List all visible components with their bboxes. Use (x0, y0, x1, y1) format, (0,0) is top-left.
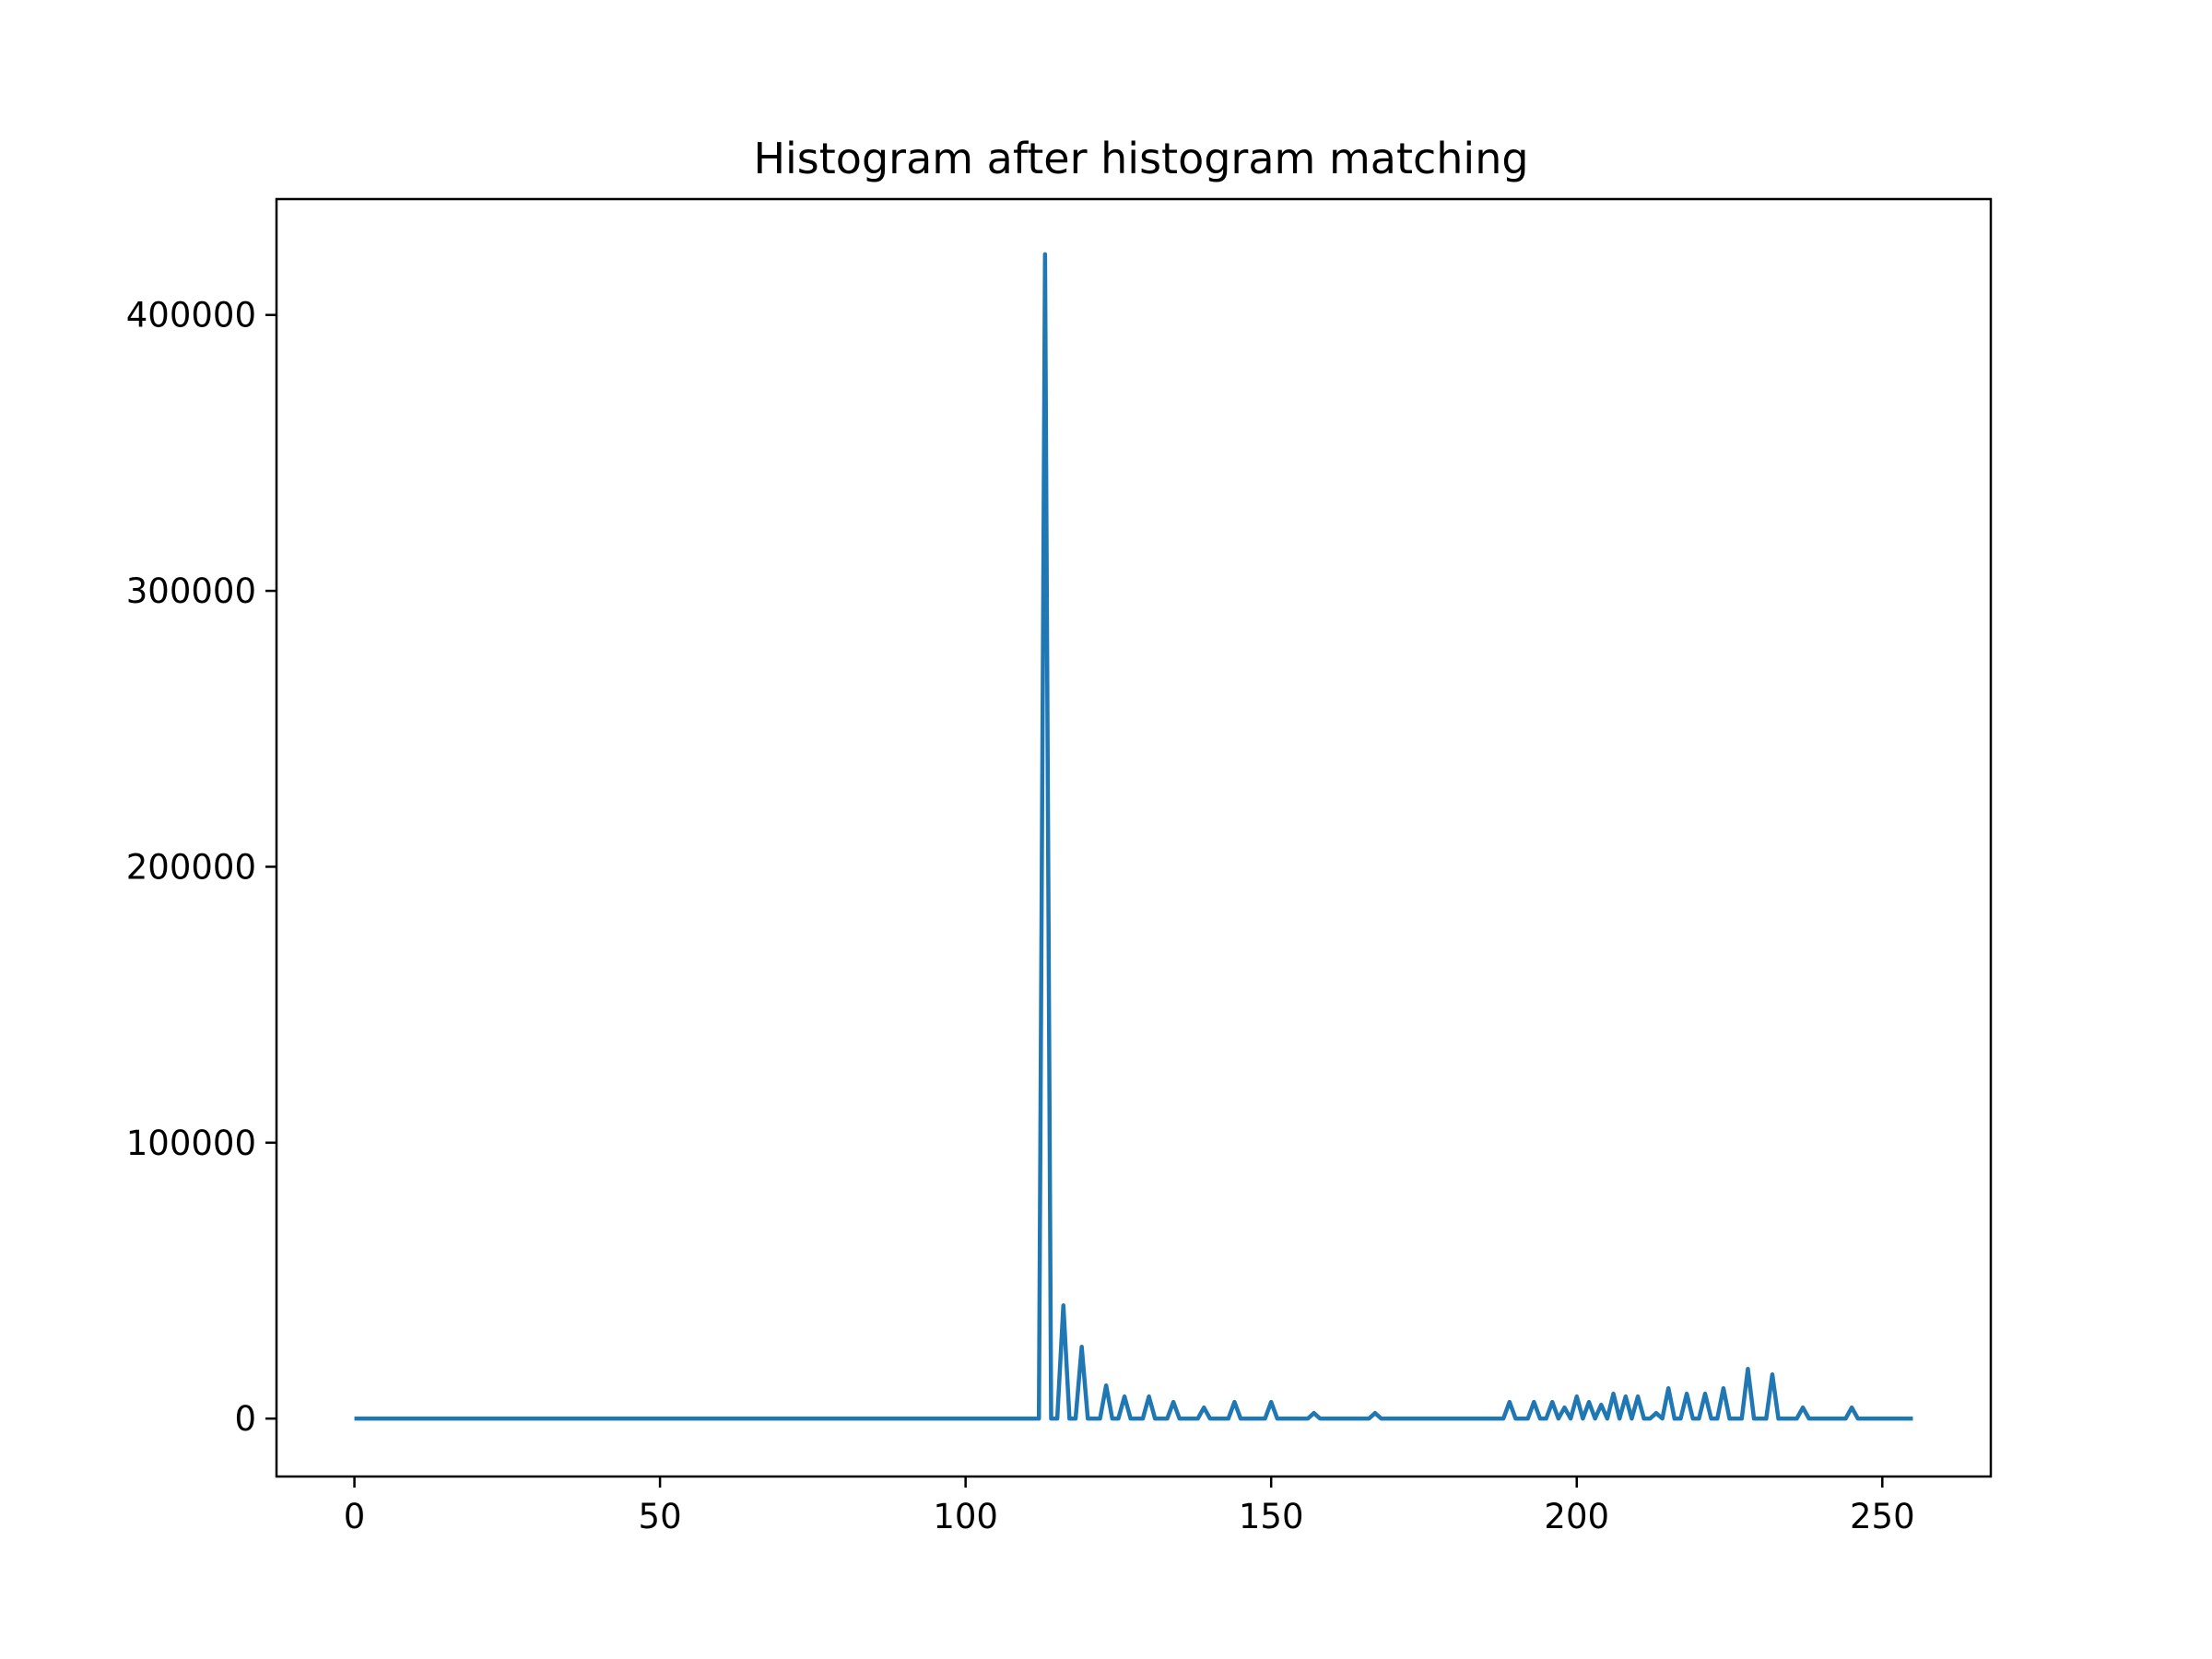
plot-series-group (354, 252, 1913, 1421)
plot-frame (275, 197, 1993, 1478)
x-tick-label: 250 (1850, 1497, 1915, 1536)
x-tick-label: 100 (933, 1497, 998, 1536)
y-tick-label: 0 (234, 1399, 256, 1439)
y-tick-label: 100000 (126, 1124, 256, 1163)
x-tick-label: 150 (1239, 1497, 1304, 1536)
x-tick-label: 200 (1544, 1497, 1609, 1536)
x-tick-label: 0 (344, 1497, 366, 1536)
chart-title: Histogram after histogram matching (753, 134, 1528, 183)
y-axis: 0 100000 200000 300000 400000 (126, 296, 276, 1439)
y-tick-label: 200000 (126, 847, 256, 887)
x-axis: 0 50 100 150 200 250 (344, 1477, 1915, 1536)
y-tick-label: 300000 (126, 571, 256, 611)
series-line-0 (354, 252, 1913, 1421)
y-tick-label: 400000 (126, 296, 256, 335)
x-tick-label: 50 (639, 1497, 682, 1536)
